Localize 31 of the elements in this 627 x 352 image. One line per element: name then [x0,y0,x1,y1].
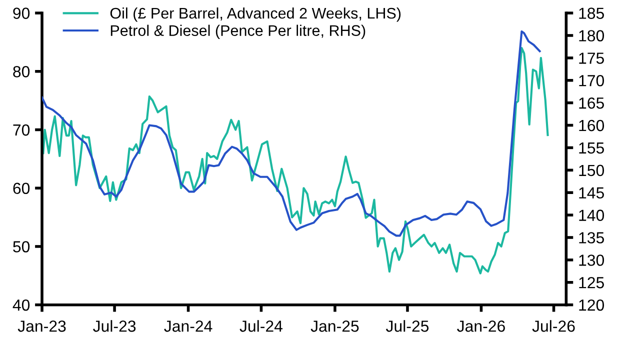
y-tick-label: 70 [13,124,30,136]
y2-tick-label: 165 [579,97,604,109]
x-tick-label: Jan-26 [457,320,505,332]
y2-tick-label: 120 [579,299,604,311]
legend-label: Oil (£ Per Barrel, Advanced 2 Weeks, LHS) [110,7,401,22]
x-tick-label: Jul-24 [240,320,282,332]
x-tick-label: Jul-25 [386,320,429,332]
y-tick-label: 50 [13,241,30,252]
y2-tick-label: 125 [579,277,604,288]
x-tick-label: Jul-26 [532,320,575,332]
y2-tick-label: 160 [579,120,604,132]
y2-tick-label: 135 [579,232,604,244]
legend-label: Petrol & Diesel (Pence Per litre, RHS) [110,24,366,39]
y-tick-label: 40 [12,299,30,311]
y2-tick-label: 180 [579,30,604,42]
y2-tick-label: 150 [579,164,604,176]
y2-tick-label: 130 [579,254,604,266]
y2-tick-label: 170 [579,75,604,86]
y2-tick-label: 140 [579,210,604,221]
x-tick-label: Jan-24 [164,320,212,332]
y2-tick-label: 185 [579,8,604,19]
line-series [42,46,549,274]
y2-tick-label: 145 [579,187,604,199]
y2-tick-label: 155 [579,142,604,154]
y-tick-label: 80 [13,66,30,78]
y2-tick-label: 175 [579,52,604,64]
x-tick-label: Jan-23 [18,320,66,332]
y-tick-label: 60 [13,182,30,194]
x-tick-label: Jan-25 [310,320,359,332]
x-tick-label: Jul-23 [93,320,136,332]
y-tick-label: 90 [13,8,30,19]
